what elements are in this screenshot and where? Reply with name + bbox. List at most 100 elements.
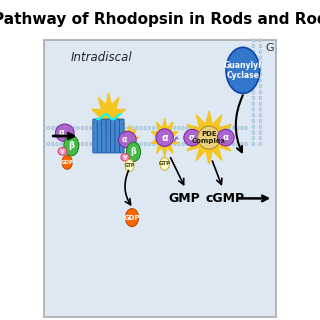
Text: α: α <box>59 128 65 137</box>
Circle shape <box>252 39 255 42</box>
Circle shape <box>165 142 168 146</box>
Circle shape <box>224 142 226 146</box>
Circle shape <box>123 126 125 130</box>
Circle shape <box>259 114 262 117</box>
FancyBboxPatch shape <box>110 119 115 153</box>
Text: α: α <box>161 132 168 143</box>
Circle shape <box>126 142 140 162</box>
Circle shape <box>252 114 255 117</box>
Circle shape <box>156 142 159 146</box>
FancyBboxPatch shape <box>102 119 106 153</box>
Circle shape <box>220 142 222 146</box>
Circle shape <box>77 142 79 146</box>
Circle shape <box>259 142 262 146</box>
FancyBboxPatch shape <box>119 119 124 153</box>
Circle shape <box>169 126 172 130</box>
Circle shape <box>203 142 205 146</box>
Circle shape <box>60 142 63 146</box>
Ellipse shape <box>156 129 173 147</box>
Polygon shape <box>183 111 235 164</box>
Circle shape <box>245 126 247 130</box>
Circle shape <box>85 126 88 130</box>
FancyBboxPatch shape <box>44 40 276 317</box>
Text: α: α <box>122 135 127 144</box>
Circle shape <box>252 119 255 123</box>
Circle shape <box>169 142 172 146</box>
Circle shape <box>195 126 197 130</box>
Circle shape <box>207 142 210 146</box>
Circle shape <box>186 126 188 130</box>
Circle shape <box>259 125 262 129</box>
Circle shape <box>110 142 113 146</box>
Circle shape <box>132 142 134 146</box>
Circle shape <box>56 126 58 130</box>
Circle shape <box>89 126 92 130</box>
Circle shape <box>68 142 71 146</box>
Circle shape <box>98 142 100 146</box>
Circle shape <box>81 142 84 146</box>
Ellipse shape <box>55 124 74 142</box>
Circle shape <box>259 56 262 60</box>
Circle shape <box>236 142 239 146</box>
Text: Pathway of Rhodopsin in Rods and Rod: Pathway of Rhodopsin in Rods and Rod <box>0 12 320 27</box>
Circle shape <box>190 142 193 146</box>
Circle shape <box>136 126 138 130</box>
Circle shape <box>144 142 147 146</box>
Circle shape <box>259 73 262 77</box>
FancyBboxPatch shape <box>106 119 111 153</box>
Circle shape <box>259 137 262 140</box>
Circle shape <box>47 126 50 130</box>
Circle shape <box>47 142 50 146</box>
Ellipse shape <box>217 129 234 146</box>
Circle shape <box>161 142 164 146</box>
Circle shape <box>259 102 262 106</box>
Circle shape <box>259 39 262 42</box>
Text: β: β <box>131 147 136 156</box>
Circle shape <box>125 159 134 172</box>
Text: Intradiscal: Intradiscal <box>71 51 132 64</box>
Circle shape <box>228 126 231 130</box>
Circle shape <box>106 142 109 146</box>
Text: PDE
Complex: PDE Complex <box>192 131 226 144</box>
Circle shape <box>60 126 63 130</box>
Circle shape <box>259 96 262 100</box>
Text: GDP: GDP <box>60 160 74 165</box>
Circle shape <box>252 131 255 134</box>
Circle shape <box>228 142 231 146</box>
Text: γ: γ <box>123 154 127 160</box>
Circle shape <box>203 126 205 130</box>
Circle shape <box>64 126 67 130</box>
Text: GDP: GDP <box>124 215 140 220</box>
Circle shape <box>211 126 214 130</box>
Circle shape <box>43 142 46 146</box>
Circle shape <box>152 142 155 146</box>
Circle shape <box>259 85 262 88</box>
Circle shape <box>259 68 262 71</box>
Circle shape <box>123 142 125 146</box>
Text: GTP: GTP <box>124 163 135 168</box>
Text: β: β <box>68 141 74 150</box>
Circle shape <box>81 126 84 130</box>
Circle shape <box>43 126 46 130</box>
Circle shape <box>132 126 134 130</box>
Circle shape <box>152 126 155 130</box>
Circle shape <box>259 91 262 94</box>
Circle shape <box>52 126 54 130</box>
Circle shape <box>252 137 255 140</box>
Circle shape <box>252 85 255 88</box>
Circle shape <box>94 142 96 146</box>
Circle shape <box>259 79 262 83</box>
FancyBboxPatch shape <box>93 119 98 153</box>
Circle shape <box>252 91 255 94</box>
Text: GTP: GTP <box>159 161 171 166</box>
Circle shape <box>259 44 262 48</box>
Text: α: α <box>189 133 195 142</box>
Circle shape <box>252 102 255 106</box>
Circle shape <box>62 155 72 169</box>
Ellipse shape <box>198 126 220 149</box>
Circle shape <box>259 50 262 54</box>
Circle shape <box>119 142 121 146</box>
Circle shape <box>148 142 151 146</box>
Circle shape <box>173 126 176 130</box>
Circle shape <box>73 126 75 130</box>
